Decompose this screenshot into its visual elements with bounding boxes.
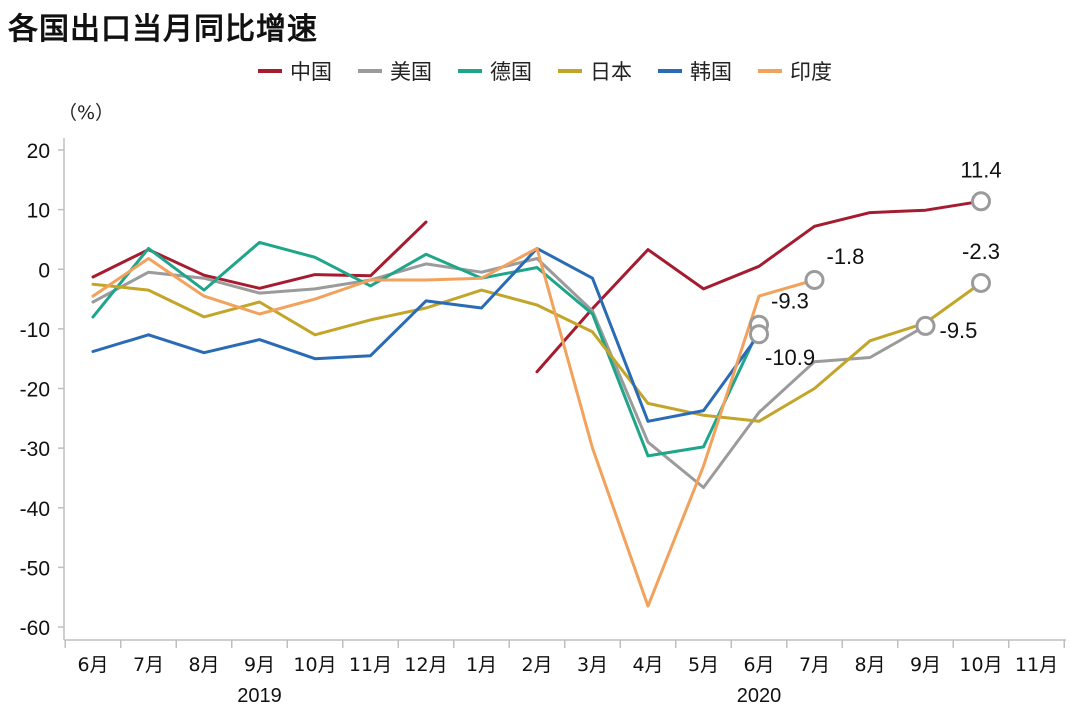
- x-tick-label: 6月: [743, 654, 774, 676]
- y-tick-label: -30: [20, 438, 50, 461]
- y-unit-label: （%）: [58, 102, 115, 124]
- y-tick-label: 20: [27, 140, 50, 163]
- annotation-label: -9.3: [771, 289, 809, 314]
- legend-swatch-japan: [558, 69, 582, 73]
- x-tick-label: 1月: [466, 654, 497, 676]
- legend-item-germany: 德国: [458, 56, 532, 86]
- x-year-label: 2019: [237, 685, 282, 707]
- legend-item-china: 中国: [258, 56, 332, 86]
- annotation-label: -9.5: [940, 318, 978, 343]
- annotation-marker: [971, 272, 991, 293]
- annotation-label: 11.4: [960, 157, 1001, 182]
- y-tick-label: -50: [20, 557, 50, 580]
- legend-item-korea: 韩国: [658, 56, 732, 86]
- legend-item-india: 印度: [758, 56, 832, 86]
- legend-label-india: 印度: [790, 60, 832, 84]
- legend-swatch-germany: [458, 69, 482, 73]
- y-tick-label: -20: [20, 379, 50, 402]
- y-tick-label: -40: [20, 498, 50, 521]
- legend-label-japan: 日本: [590, 60, 632, 84]
- x-tick-label: 10月: [293, 654, 336, 676]
- annotation-label: -10.9: [765, 345, 815, 370]
- legend-item-japan: 日本: [558, 56, 632, 86]
- x-tick-label: 7月: [799, 654, 830, 676]
- annotation-label: -2.3: [962, 239, 1000, 264]
- y-tick-label: 10: [27, 200, 50, 223]
- legend-label-germany: 德国: [490, 60, 532, 84]
- x-tick-label: 12月: [404, 654, 447, 676]
- x-tick-label: 8月: [188, 654, 219, 676]
- legend: 中国 美国 德国 日本 韩国 印度: [258, 56, 832, 86]
- y-tick-label: 0: [38, 259, 50, 282]
- annotation-marker: [971, 191, 991, 212]
- x-tick-label: 4月: [632, 654, 663, 676]
- legend-swatch-usa: [358, 69, 382, 73]
- legend-swatch-korea: [658, 69, 682, 73]
- annotation-label: -1.8: [827, 244, 865, 269]
- legend-swatch-india: [758, 69, 782, 73]
- series-line-2: [91, 240, 761, 458]
- legend-label-usa: 美国: [390, 60, 432, 84]
- x-tick-label: 10月: [959, 654, 1002, 676]
- x-tick-label: 8月: [854, 654, 885, 676]
- x-tick-label: 11月: [1015, 654, 1058, 676]
- series-line-1: [91, 257, 927, 489]
- series-line-5: [91, 246, 816, 608]
- annotation-marker: [749, 324, 769, 345]
- x-tick-label: 6月: [77, 654, 108, 676]
- annotation-marker: [804, 269, 825, 290]
- x-tick-label: 11月: [349, 654, 392, 676]
- legend-swatch-china: [258, 69, 282, 73]
- legend-label-china: 中国: [290, 60, 332, 84]
- chart-title: 各国出口当月同比增速: [8, 12, 318, 47]
- y-tick-label: -10: [20, 319, 50, 342]
- x-tick-label: 7月: [133, 654, 164, 676]
- x-year-label: 2020: [737, 685, 782, 707]
- legend-item-usa: 美国: [358, 56, 432, 86]
- x-tick-label: 5月: [688, 654, 719, 676]
- legend-label-korea: 韩国: [690, 60, 732, 84]
- x-tick-label: 3月: [577, 654, 608, 676]
- annotation-marker: [915, 315, 936, 336]
- x-tick-label: 9月: [910, 654, 941, 676]
- x-tick-label: 9月: [244, 654, 275, 676]
- x-tick-label: 2月: [521, 654, 552, 676]
- series-line-4: [91, 246, 761, 423]
- y-tick-label: -60: [20, 617, 50, 640]
